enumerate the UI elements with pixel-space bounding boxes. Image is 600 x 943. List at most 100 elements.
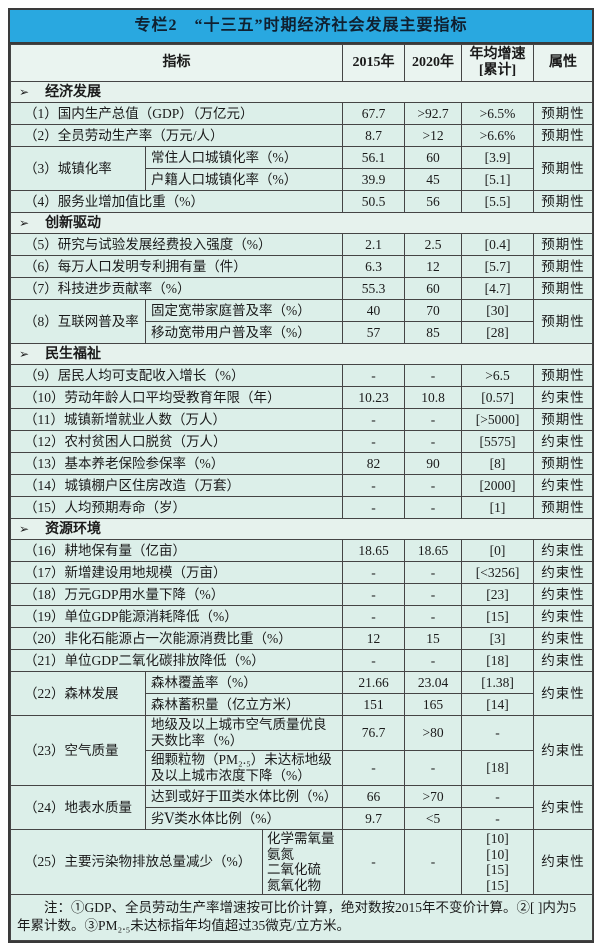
value-2015: - bbox=[342, 364, 406, 387]
value-2015: 57 bbox=[342, 321, 406, 344]
value-growth: [>5000] bbox=[461, 408, 535, 431]
attribute-value: 约束性 bbox=[533, 583, 594, 606]
attribute-value: 预期性 bbox=[533, 146, 594, 191]
attribute-value: 预期性 bbox=[533, 408, 594, 431]
attribute-value: 约束性 bbox=[533, 539, 594, 562]
table-row: （1）国内生产总值（GDP）（万亿元） 67.7 >92.7 >6.5% 预期性 bbox=[9, 102, 594, 125]
value-2015: 76.7 bbox=[342, 715, 406, 751]
footnote-text: 注：①GDP、全员劳动生产率增速按可比价计算，绝对数按2015年不变价计算。②[… bbox=[9, 894, 594, 941]
value-2020: 23.04 bbox=[404, 671, 463, 694]
attribute-value: 预期性 bbox=[533, 255, 594, 278]
growth-item: [10] bbox=[486, 831, 509, 846]
indicator-label: （19）单位GDP能源消耗降低（%） bbox=[9, 605, 344, 628]
value-growth: [0.57] bbox=[461, 386, 535, 409]
col-header-growth-line2: [累计] bbox=[478, 63, 517, 78]
value-2015: 8.7 bbox=[342, 124, 406, 147]
value-2015: - bbox=[342, 605, 406, 628]
table-row: 劣Ⅴ类水体比例（%） 9.7 <5- bbox=[11, 807, 593, 830]
value-2020: 85 bbox=[404, 321, 463, 344]
value-2015: 50.5 bbox=[342, 190, 406, 213]
value-2015: - bbox=[342, 750, 406, 786]
value-2020: 18.65 bbox=[404, 539, 463, 562]
value-growth: [28] bbox=[461, 321, 535, 344]
table-row: （17）新增建设用地规模（万亩） - - [<3256] 约束性 bbox=[9, 561, 594, 584]
indicator-label: （21）单位GDP二氧化碳排放降低（%） bbox=[9, 649, 344, 672]
indicator-label: （16）耕地保有量（亿亩） bbox=[9, 539, 344, 562]
pollutant-item: 二氧化硫 bbox=[267, 862, 321, 877]
value-growth: [5.1] bbox=[461, 168, 535, 191]
table-row: （25）主要污染物排放总量减少（%） 化学需氧量 氨氮 二氧化硫 氮氧化物 - - [10][… bbox=[10, 829, 594, 895]
attribute-value: 预期性 bbox=[533, 190, 594, 213]
table-row: （14）城镇棚户区住房改造（万套） - - [2000] 约束性 bbox=[9, 474, 594, 497]
value-growth: [1.38] bbox=[461, 671, 535, 694]
value-2015: - bbox=[342, 496, 406, 519]
table-row: （11）城镇新增就业人数（万人） - - [>5000] 预期性 bbox=[9, 408, 594, 431]
attribute-value: 预期性 bbox=[533, 452, 594, 475]
indicator-group-label: （3）城镇化率 bbox=[10, 146, 146, 191]
section-row: ➢ 创新驱动 bbox=[9, 212, 594, 234]
attribute-value: 约束性 bbox=[533, 430, 594, 453]
indicator-label: （14）城镇棚户区住房改造（万套） bbox=[9, 474, 344, 497]
value-2015: 66 bbox=[342, 785, 406, 808]
section-row: ➢ 民生福祉 bbox=[9, 343, 594, 365]
value-growth: >6.5 bbox=[461, 364, 535, 387]
table-row: （15）人均预期寿命（岁） - - [1] 预期性 bbox=[9, 496, 594, 519]
section-row: ➢ 资源环境 bbox=[9, 518, 594, 540]
value-2020: 60 bbox=[404, 277, 463, 300]
page-title: 专栏2 “十三五”时期经济社会发展主要指标 bbox=[10, 10, 592, 44]
attribute-value: 约束性 bbox=[533, 671, 594, 716]
attribute-value: 约束性 bbox=[533, 829, 594, 895]
value-growth: - bbox=[461, 715, 535, 751]
indicator-label: （17）新增建设用地规模（万亩） bbox=[9, 561, 344, 584]
attribute-value: 约束性 bbox=[533, 474, 594, 497]
value-2015: 6.3 bbox=[342, 255, 406, 278]
sub-indicator-label: 户籍人口城镇化率（%） bbox=[144, 168, 344, 191]
value-2015: - bbox=[342, 829, 406, 895]
section-label: 创新驱动 bbox=[45, 215, 102, 231]
section-header: ➢ 经济发展 bbox=[9, 81, 594, 103]
value-2015: 18.65 bbox=[342, 539, 406, 562]
section-arrow-icon: ➢ bbox=[19, 215, 30, 230]
value-2020: - bbox=[404, 583, 463, 606]
indicator-label: （18）万元GDP用水量下降（%） bbox=[9, 583, 344, 606]
table-row: 移动宽带用户普及率（%） 57 85 [28] bbox=[11, 321, 593, 344]
attribute-value: 预期性 bbox=[533, 233, 594, 256]
value-growth: [18] bbox=[461, 649, 535, 672]
table-row: （10）劳动年龄人口平均受教育年限（年） 10.23 10.8 [0.57] 约束性 bbox=[9, 386, 594, 409]
value-2020: - bbox=[404, 408, 463, 431]
col-header-indicator: 指标 bbox=[9, 44, 344, 82]
value-2015: 21.66 bbox=[342, 671, 406, 694]
value-2020: >70 bbox=[404, 785, 463, 808]
indicator-label: （2）全员劳动生产率（万元/人） bbox=[9, 124, 344, 147]
col-header-attr: 属性 bbox=[533, 44, 594, 82]
table-row: （6）每万人口发明专利拥有量（件） 6.3 12 [5.7] 预期性 bbox=[9, 255, 594, 278]
value-2020: - bbox=[404, 430, 463, 453]
value-2015: 82 bbox=[342, 452, 406, 475]
value-growth: [5575] bbox=[461, 430, 535, 453]
growth-item: [10] bbox=[486, 846, 509, 862]
table-row: （2）全员劳动生产率（万元/人） 8.7 >12 >6.6% 预期性 bbox=[9, 124, 594, 147]
attribute-value: 约束性 bbox=[533, 649, 594, 672]
table-header-row: 指标 2015年 2020年 年均增速 [累计] 属性 bbox=[9, 44, 594, 82]
indicator-label: （12）农村贫困人口脱贫（万人） bbox=[9, 430, 344, 453]
sub-indicator-label: 地级及以上城市空气质量优良天数比率（%） bbox=[144, 715, 344, 751]
value-2020: >92.7 bbox=[404, 102, 463, 125]
table-row: （3）城镇化率 常住人口城镇化率（%） 56.1 60 [3.9] 预期性 bbox=[10, 146, 594, 191]
attribute-value: 约束性 bbox=[533, 561, 594, 584]
pollutant-list: 化学需氧量 氨氮 二氧化硫 氮氧化物 bbox=[261, 829, 344, 895]
indicator-label: （20）非化石能源占一次能源消费比重（%） bbox=[9, 627, 344, 650]
value-growth: >6.5% bbox=[461, 102, 535, 125]
value-growth: [3.9] bbox=[461, 146, 535, 169]
value-growth: [23] bbox=[461, 583, 535, 606]
sub-indicator-label: 劣Ⅴ类水体比例（%） bbox=[144, 807, 344, 830]
value-2015: - bbox=[342, 430, 406, 453]
value-growth: [3] bbox=[461, 627, 535, 650]
indicator-label: （10）劳动年龄人口平均受教育年限（年） bbox=[9, 386, 344, 409]
value-2020: >80 bbox=[404, 715, 463, 751]
indicator-label: （15）人均预期寿命（岁） bbox=[9, 496, 344, 519]
value-2015: 151 bbox=[342, 693, 406, 716]
section-arrow-icon: ➢ bbox=[19, 346, 30, 361]
table-row: （13）基本养老保险参保率（%） 82 90 [8] 预期性 bbox=[9, 452, 594, 475]
value-2015: - bbox=[342, 408, 406, 431]
table-row: （23）空气质量 地级及以上城市空气质量优良天数比率（%） 76.7 >80- 约束性 bbox=[10, 715, 594, 786]
